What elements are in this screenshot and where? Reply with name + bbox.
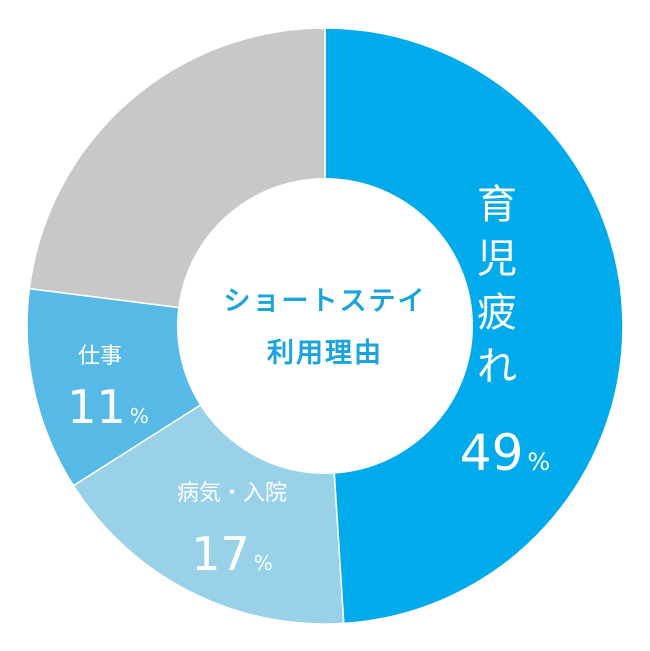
center-label-line-2: 利用理由: [267, 338, 383, 369]
slice-0-label-char: 疲: [477, 290, 517, 336]
slice-2-label: 仕事: [78, 344, 122, 369]
slice-1-label: 病気・入院: [177, 481, 287, 506]
center-hole: [177, 178, 473, 474]
slice-0: [324, 27, 624, 625]
slice-0-label-char: れ: [477, 344, 517, 390]
slice-0-label-char: 育: [477, 182, 517, 228]
slice-1-value: 17%: [191, 527, 273, 581]
center-label-line-1: ショートステイ: [224, 286, 427, 317]
slice-0-label-char: 児: [477, 236, 517, 282]
slice-0-value: 49%: [460, 424, 550, 482]
slice-2-value: 11%: [67, 380, 149, 434]
